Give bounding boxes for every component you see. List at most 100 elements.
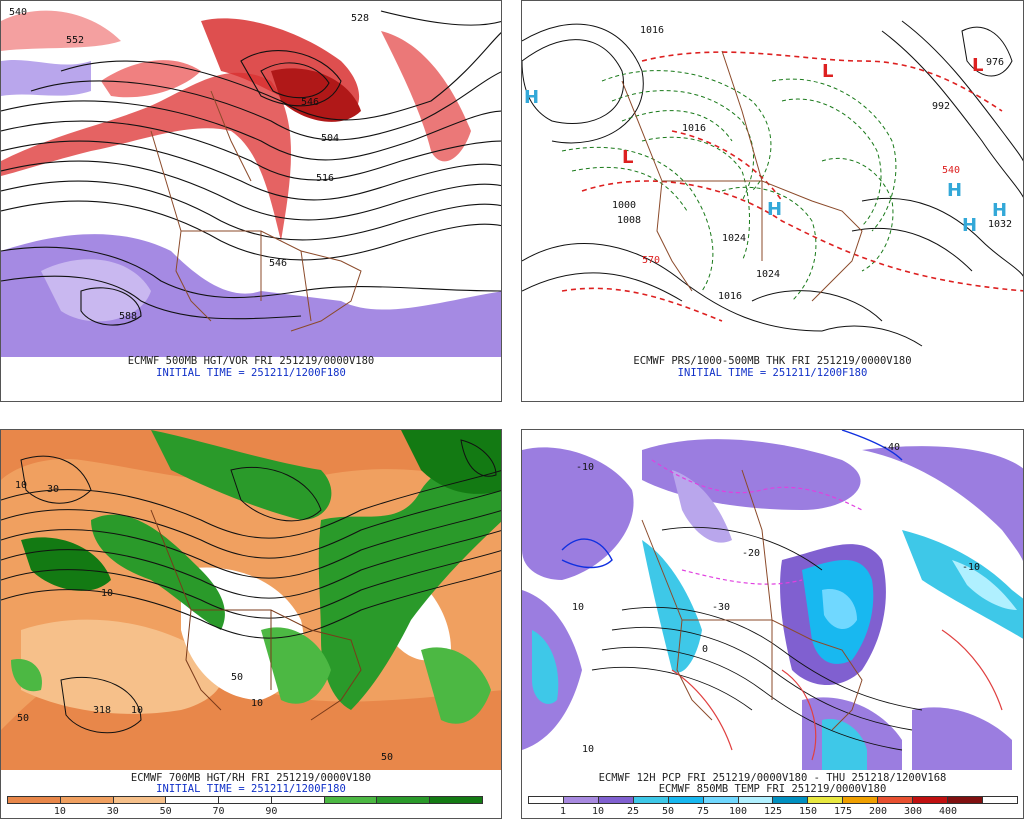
p1-label-0: 540: [9, 7, 27, 18]
colorbar-swatch: [430, 797, 483, 803]
p4-initial-caption: ECMWF 850MB TEMP FRI 251219/0000V180: [658, 783, 887, 795]
svg-text:H: H: [962, 215, 977, 236]
svg-text:L: L: [972, 55, 983, 76]
colorbar-swatch: [219, 797, 272, 803]
p1-label-6: 588: [119, 311, 137, 322]
p3-colorbar: [7, 796, 483, 804]
p2-initial-time: INITIAL TIME = 251211/1200F180: [677, 367, 868, 379]
p3-label-6: 50: [17, 713, 29, 724]
colorbar-tick-label: 70: [212, 806, 225, 817]
p1-initial-time: INITIAL TIME = 251211/1200F180: [156, 367, 346, 379]
colorbar-swatch: [948, 797, 983, 803]
colorbar-swatch: [808, 797, 844, 803]
p2-label-3: 1000: [612, 200, 636, 211]
p2-label-8: 1016: [718, 291, 742, 302]
colorbar-tick-label: 90: [265, 806, 278, 817]
p2-label-6: 1032: [988, 219, 1012, 230]
colorbar-swatch: [633, 797, 669, 803]
svg-text:L: L: [622, 147, 633, 168]
colorbar-tick-label: 300: [903, 806, 923, 817]
p4-label-0: -10: [576, 462, 594, 473]
colorbar-tick-label: 200: [868, 806, 888, 817]
colorbar-swatch: [598, 797, 634, 803]
colorbar-swatch: [843, 797, 879, 803]
colorbar-tick-label: 30: [106, 806, 119, 817]
svg-text:H: H: [524, 87, 539, 108]
colorbar-swatch: [563, 797, 599, 803]
p3-label-2: 50: [231, 672, 243, 683]
p4-label-5: 0: [702, 644, 708, 655]
colorbar-swatch: [703, 797, 739, 803]
p4-colorbar-ticks: 1 10 25 50 75 100 125 150 175 200 300 400: [528, 806, 1018, 818]
panel-precip-850temp: -10 -20 -30 -40 10 0 -10 10 ECMWF 12H PC…: [521, 429, 1024, 819]
colorbar-swatch: [982, 797, 1017, 803]
colorbar-swatch: [738, 797, 774, 803]
p2-label-9: 1016: [640, 25, 664, 36]
p1-label-4: 504: [321, 133, 339, 144]
p4-label-4: 10: [572, 602, 584, 613]
p1-label-2: 528: [351, 13, 369, 24]
p2-label-11: 540: [942, 165, 960, 176]
p3-label-3: 10: [101, 588, 113, 599]
p4-label-2: -30: [712, 602, 730, 613]
p4-caption: ECMWF 12H PCP FRI 251219/0000V180 - THU …: [598, 772, 947, 784]
panel-500mb-vorticity: 540 552 528 546 504 516 588 546 ECMWF 50…: [0, 0, 502, 402]
p3-label-0: 10: [15, 480, 27, 491]
colorbar-tick-label: 125: [763, 806, 783, 817]
colorbar-tick-label: 50: [159, 806, 172, 817]
colorbar-swatch: [668, 797, 704, 803]
colorbar-tick-label: 400: [938, 806, 958, 817]
colorbar-swatch: [8, 797, 61, 803]
p2-label-4: 992: [932, 101, 950, 112]
colorbar-tick-label: 1: [559, 806, 567, 817]
colorbar-swatch: [113, 797, 167, 803]
map-pressure: H L L L H H H H 1016 1024 1008 1000 992 …: [522, 1, 1023, 357]
p3-caption: ECMWF 700MB HGT/RH FRI 251219/0000V180: [130, 772, 372, 784]
p3-label-4: 318: [93, 705, 111, 716]
map-700mb: 10 30 50 10 318 10 50 50 10: [1, 430, 501, 770]
p1-label-3: 546: [301, 97, 319, 108]
map-500mb: 540 552 528 546 504 516 588 546: [1, 1, 501, 357]
svg-text:H: H: [767, 199, 782, 220]
p4-label-3: -40: [882, 442, 900, 453]
p4-colorbar: [528, 796, 1018, 804]
p3-initial-time: INITIAL TIME = 251211/1200F180: [156, 783, 346, 795]
colorbar-swatch: [529, 797, 564, 803]
colorbar-swatch: [913, 797, 949, 803]
colorbar-swatch: [166, 797, 220, 803]
p2-label-2: 1008: [617, 215, 641, 226]
colorbar-tick-label: 75: [696, 806, 710, 817]
panel-pressure-thickness: H L L L H H H H 1016 1024 1008 1000 992 …: [521, 0, 1024, 402]
p1-label-7: 546: [269, 258, 287, 269]
p4-label-6: -10: [962, 562, 980, 573]
colorbar-swatch: [271, 797, 325, 803]
svg-text:L: L: [822, 61, 833, 82]
p3-label-8: 10: [251, 698, 263, 709]
p4-label-7: 10: [582, 744, 594, 755]
svg-text:H: H: [992, 200, 1007, 221]
p1-label-1: 552: [66, 35, 84, 46]
colorbar-swatch: [878, 797, 914, 803]
colorbar-tick-label: 150: [798, 806, 818, 817]
colorbar-tick-label: 175: [833, 806, 853, 817]
svg-text:H: H: [947, 180, 962, 201]
colorbar-tick-label: 10: [591, 806, 605, 817]
p1-label-5: 516: [316, 173, 334, 184]
colorbar-tick-label: 10: [53, 806, 66, 817]
p3-label-5: 10: [131, 705, 143, 716]
colorbar-tick-label: 25: [626, 806, 640, 817]
p1-caption: ECMWF 500MB HGT/VOR FRI 251219/0000V180: [127, 355, 375, 367]
colorbar-swatch: [773, 797, 809, 803]
colorbar-tick-label: 50: [661, 806, 675, 817]
map-precip: -10 -20 -30 -40 10 0 -10 10: [522, 430, 1023, 770]
panel-700mb-rh: 10 30 50 10 318 10 50 50 10 ECMWF 700MB …: [0, 429, 502, 819]
colorbar-swatch: [324, 797, 378, 803]
p4-label-1: -20: [742, 548, 760, 559]
p3-label-1: 30: [47, 484, 59, 495]
p3-label-7: 50: [381, 752, 393, 763]
p3-colorbar-ticks: 10 30 50 70 90: [7, 806, 483, 818]
colorbar-swatch: [377, 797, 431, 803]
p2-label-10: 570: [642, 255, 660, 266]
p2-label-5: 976: [986, 57, 1004, 68]
colorbar-tick-label: 100: [728, 806, 748, 817]
